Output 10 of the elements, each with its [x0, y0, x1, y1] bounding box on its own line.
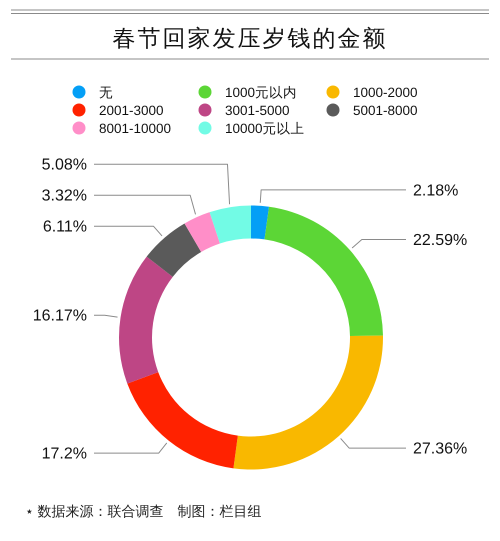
legend-label: 2001-3000	[99, 103, 164, 118]
legend-label: 5001-8000	[353, 103, 418, 118]
legend-label: 3001-5000	[225, 103, 290, 118]
legend-label: 无	[99, 85, 113, 100]
legend-label: 8001-10000	[99, 121, 172, 136]
legend-label: 1000-2000	[353, 85, 418, 100]
title: 春节回家发压岁钱的金额	[112, 26, 388, 52]
legend-label: 10000元以上	[225, 121, 305, 136]
legend-label: 1000元以内	[225, 85, 298, 100]
annotation: ⋆ 数据来源：联合调查 制图：栏目组	[25, 503, 262, 519]
